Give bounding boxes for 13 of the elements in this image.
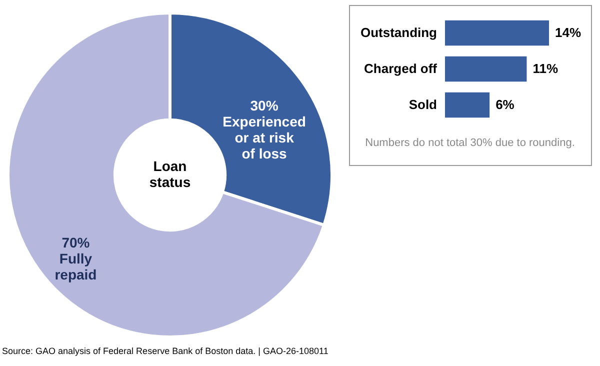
- data-label: 14%: [555, 25, 582, 40]
- data-label: 6%: [496, 97, 515, 112]
- slice-label: Fully repaid: [54, 250, 97, 282]
- slice-label: Experienced or at risk of loss: [222, 114, 306, 162]
- data-label: 11%: [532, 61, 558, 76]
- source-note: Source: GAO analysis of Federal Reserve Bank of Boston data. | GAO-26-108011: [2, 346, 328, 356]
- y-tick-label: Outstanding: [360, 25, 438, 40]
- y-tick-label: Sold: [408, 97, 438, 112]
- text: Loan status: [149, 158, 191, 190]
- text: Numbers do not total 30% due to rounding.: [365, 137, 575, 149]
- data-label: 70%: [62, 234, 90, 250]
- y-tick-label: Charged off: [364, 61, 438, 76]
- data-label: 30%: [250, 98, 279, 114]
